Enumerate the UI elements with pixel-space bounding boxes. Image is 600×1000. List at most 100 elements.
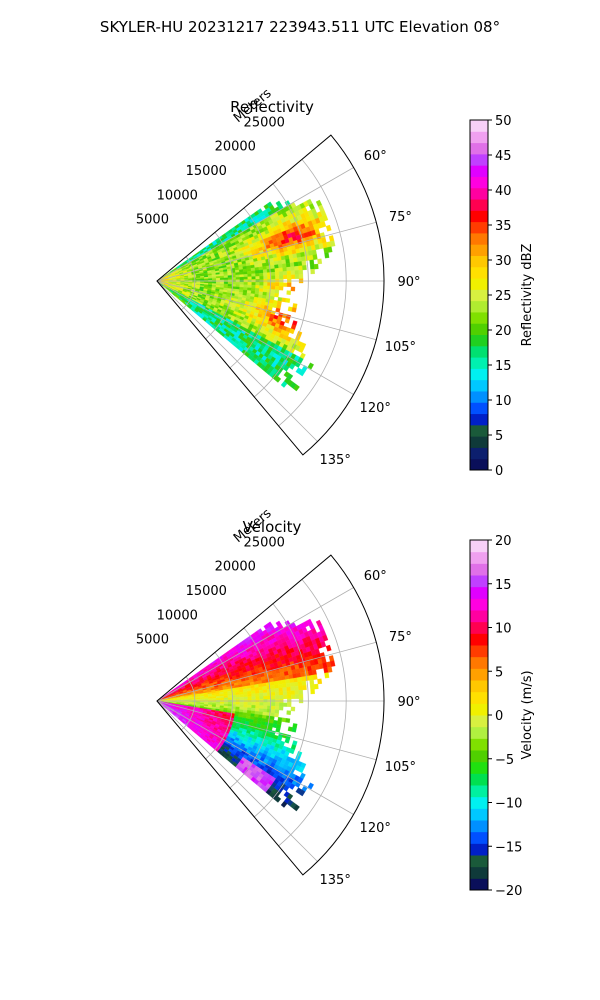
radar-cell	[290, 266, 295, 272]
colorbar-swatch	[470, 153, 488, 166]
radial-tick-label: 20000	[215, 140, 256, 155]
radar-cell	[328, 655, 335, 662]
radar-cell	[255, 693, 260, 697]
radar-cell	[239, 271, 244, 275]
radar-cell	[235, 694, 240, 698]
radar-cell	[278, 263, 283, 269]
radar-cell	[208, 698, 213, 701]
colorbar-swatch	[470, 379, 488, 392]
radar-cell	[239, 694, 244, 698]
radar-cell	[239, 281, 244, 285]
radar-cell	[294, 690, 300, 695]
colorbar-swatch	[470, 142, 488, 155]
colorbar-tick-label: 25	[495, 289, 512, 304]
radar-cell	[250, 267, 256, 272]
radar-cell	[258, 266, 264, 271]
radar-cell	[284, 738, 290, 744]
radar-cell	[271, 695, 276, 700]
radar-cell	[301, 680, 307, 686]
radar-cell	[286, 290, 292, 295]
radar-cell	[281, 259, 287, 265]
colorbar-swatch	[470, 726, 488, 739]
radar-cell	[290, 694, 296, 700]
colorbar-tick-label: 30	[495, 254, 512, 269]
radar-cell	[243, 274, 248, 278]
radar-cell	[312, 674, 318, 680]
colorbar-swatch	[470, 368, 488, 381]
radar-cell	[269, 261, 275, 266]
radar-cell	[279, 282, 284, 287]
radar-cell	[227, 695, 233, 698]
radar-cell	[262, 269, 268, 274]
radar-cell	[278, 691, 284, 696]
panel-title: Reflectivity	[230, 98, 314, 116]
radar-data	[156, 198, 336, 392]
radar-cell	[239, 276, 244, 280]
figure-title: SKYLER-HU 20231217 223943.511 UTC Elevat…	[100, 18, 500, 36]
radar-cell	[227, 697, 233, 701]
radar-cell	[273, 680, 279, 686]
radar-cell	[274, 691, 280, 696]
radar-cell	[259, 282, 264, 286]
radar-cell	[283, 702, 288, 707]
colorbar-swatch	[470, 645, 488, 658]
radar-cell	[298, 265, 303, 271]
radar-cell	[247, 690, 252, 695]
radar-cell	[263, 695, 268, 700]
colorbar-swatch	[470, 323, 488, 336]
radar-cell	[311, 669, 317, 676]
colorbar-swatch	[470, 808, 488, 821]
radar-cell	[294, 270, 300, 275]
radar-cell	[235, 272, 240, 276]
radar-cell	[280, 381, 288, 388]
colorbar-tick-label: 20	[495, 324, 512, 339]
radar-cell	[247, 284, 252, 289]
radar-cell	[298, 369, 306, 377]
panel-title: Velocity	[243, 518, 302, 536]
radar-cell	[278, 683, 283, 689]
radar-cell	[311, 249, 317, 256]
radar-cell	[298, 694, 304, 699]
azimuth-tick-label: 105°	[385, 760, 416, 775]
radar-cell	[219, 281, 225, 285]
radar-cell	[309, 684, 315, 690]
radar-cell	[279, 275, 284, 280]
radar-cell	[271, 285, 276, 290]
radar-cell	[263, 705, 268, 710]
radar-cell	[259, 702, 264, 706]
radar-cell	[274, 709, 280, 714]
radar-cell	[302, 265, 307, 271]
radar-cell	[317, 258, 323, 265]
radar-cell	[275, 702, 280, 707]
range-ring	[254, 603, 309, 818]
radar-cell	[298, 689, 304, 695]
radar-cell	[263, 702, 268, 706]
radar-cell	[259, 695, 264, 700]
radar-cell	[271, 691, 276, 696]
colorbar-swatch	[470, 300, 488, 313]
radar-cell	[277, 260, 283, 265]
radar-cell	[330, 240, 336, 247]
radar-cell	[293, 681, 299, 687]
radar-cell	[270, 264, 275, 270]
range-ring	[205, 652, 234, 760]
range-ring	[229, 627, 271, 789]
colorbar-swatch	[470, 598, 488, 611]
radar-cell	[204, 278, 209, 281]
colorbar-swatch	[470, 345, 488, 358]
radar-cell	[239, 696, 244, 700]
radar-cell	[309, 259, 315, 266]
radial-tick-label: 5000	[136, 213, 169, 228]
colorbar-swatch	[470, 668, 488, 681]
radar-cell	[289, 328, 295, 335]
radar-cell	[325, 224, 332, 232]
colorbar-swatch	[470, 447, 488, 460]
colorbar-tick-label: 35	[495, 219, 512, 234]
radar-cell	[262, 708, 268, 713]
colorbar-swatch	[470, 866, 488, 879]
radar-cell	[289, 258, 295, 264]
radar-cell	[281, 717, 287, 723]
radar-cell	[279, 695, 284, 700]
colorbar-swatch	[470, 436, 488, 448]
